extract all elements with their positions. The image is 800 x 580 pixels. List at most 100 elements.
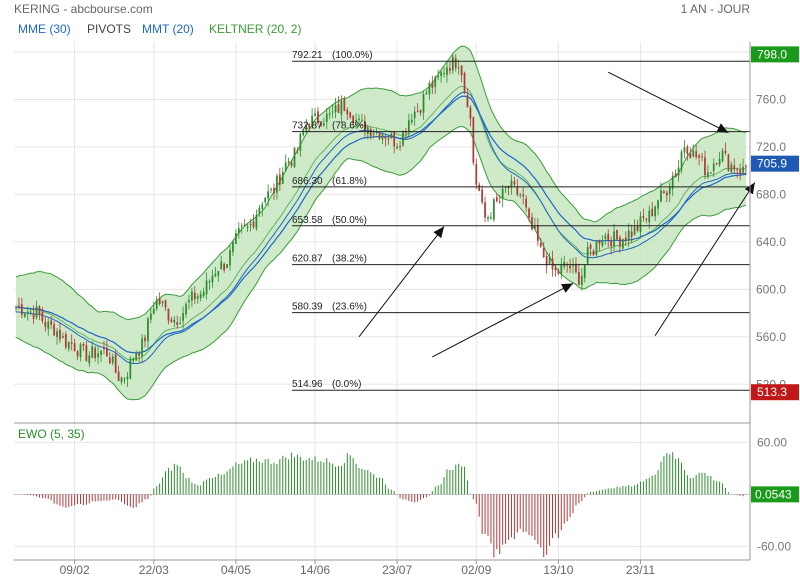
candle-body xyxy=(120,377,123,383)
candle-body xyxy=(149,313,152,320)
candle-body xyxy=(665,192,668,196)
candle-body xyxy=(56,331,58,338)
candle-body xyxy=(434,76,437,88)
candle-body xyxy=(211,275,214,283)
candle-body xyxy=(410,119,413,123)
candle-body xyxy=(188,300,190,303)
candle-body xyxy=(152,308,155,314)
date-tick-label: 23/07 xyxy=(382,563,412,577)
candle-body xyxy=(416,110,419,112)
candle-body xyxy=(15,307,17,309)
date-axis: 09/02 22/03 04/05 14/06 23/07 02/09 13/10 23/11 xyxy=(60,560,655,577)
candle-body xyxy=(654,206,656,217)
candle-body xyxy=(598,239,601,244)
candle-body xyxy=(481,189,484,203)
candle-body xyxy=(67,341,70,349)
candle-body xyxy=(126,376,129,380)
candle-body xyxy=(320,123,322,127)
candle-body xyxy=(692,150,695,157)
candle-body xyxy=(657,200,659,209)
candle-body xyxy=(513,181,516,185)
candle-body xyxy=(114,354,117,373)
candle-body xyxy=(308,123,311,128)
candle-body xyxy=(161,301,164,303)
candle-body xyxy=(621,238,624,249)
candle-body xyxy=(572,265,574,267)
candle-body xyxy=(484,202,486,218)
candle-body xyxy=(498,201,501,203)
fib-label: 580.39 xyxy=(292,302,323,313)
candle-body xyxy=(38,306,41,315)
candle-body xyxy=(129,358,132,379)
candle-body xyxy=(709,172,712,174)
arrow-shaft xyxy=(432,282,574,358)
candle-body xyxy=(551,258,554,270)
candle-body xyxy=(214,273,217,277)
candle-body xyxy=(340,100,343,115)
candle-body xyxy=(457,67,460,69)
candle-body xyxy=(446,67,448,75)
price-box xyxy=(751,384,799,401)
ewo-tick-label: -60.00 xyxy=(757,539,791,553)
candle-body xyxy=(223,263,226,271)
candle-body xyxy=(278,174,281,185)
candle-body xyxy=(106,347,108,357)
date-tick-label: 23/11 xyxy=(626,563,655,577)
candle-body xyxy=(281,172,284,184)
candle-body xyxy=(487,217,489,219)
candle-body xyxy=(580,275,583,286)
candle-body xyxy=(586,247,589,264)
candle-body xyxy=(173,319,176,323)
candle-body xyxy=(76,351,79,357)
candle-body xyxy=(613,231,615,247)
candle-body xyxy=(642,216,645,218)
candle-body xyxy=(91,346,94,358)
candle-body xyxy=(325,113,328,122)
candle-body xyxy=(246,226,249,228)
candle-body xyxy=(730,164,733,173)
candle-body xyxy=(545,255,548,266)
candle-body xyxy=(235,233,237,244)
keltner-upper xyxy=(15,45,747,321)
price-box xyxy=(751,46,799,63)
candle-body xyxy=(164,300,167,308)
price-tick-label: 560.0 xyxy=(756,330,786,344)
date-tick-label: 22/03 xyxy=(139,563,169,577)
arrow-head xyxy=(433,226,445,239)
candle-body xyxy=(428,83,431,95)
price-box-label: 798.0 xyxy=(757,47,787,61)
candle-body xyxy=(237,228,240,233)
candle-body xyxy=(299,133,302,151)
candle-body xyxy=(85,345,88,361)
candle-body xyxy=(449,68,451,71)
candle-body xyxy=(170,319,173,323)
candle-body xyxy=(583,264,586,278)
candle-body xyxy=(478,184,481,191)
candle-body xyxy=(522,194,525,197)
candle-body xyxy=(199,294,202,299)
candle-body xyxy=(305,123,308,131)
candle-body xyxy=(592,250,595,255)
candle-body xyxy=(724,150,727,153)
candle-body xyxy=(249,223,252,226)
candle-body xyxy=(100,350,102,355)
candle-body xyxy=(284,162,287,171)
candle-body xyxy=(79,344,82,358)
candle-body xyxy=(419,109,422,113)
candle-body xyxy=(311,115,313,126)
candle-body xyxy=(607,233,610,241)
candle-body xyxy=(548,256,551,264)
candle-body xyxy=(718,159,721,165)
candle-body xyxy=(701,156,703,158)
candle-body xyxy=(624,237,627,241)
candle-body xyxy=(712,163,715,172)
legend-item-pivots: PIVOTS xyxy=(87,22,131,36)
candle-body xyxy=(680,151,683,170)
keltner-fill xyxy=(16,46,746,400)
candle-body xyxy=(132,358,135,361)
fib-percent: (78.6%) xyxy=(332,121,367,132)
price-tick-label: 640.0 xyxy=(756,235,786,249)
keltner-mid xyxy=(15,85,747,360)
candle-body xyxy=(554,267,557,271)
candle-body xyxy=(287,161,290,163)
